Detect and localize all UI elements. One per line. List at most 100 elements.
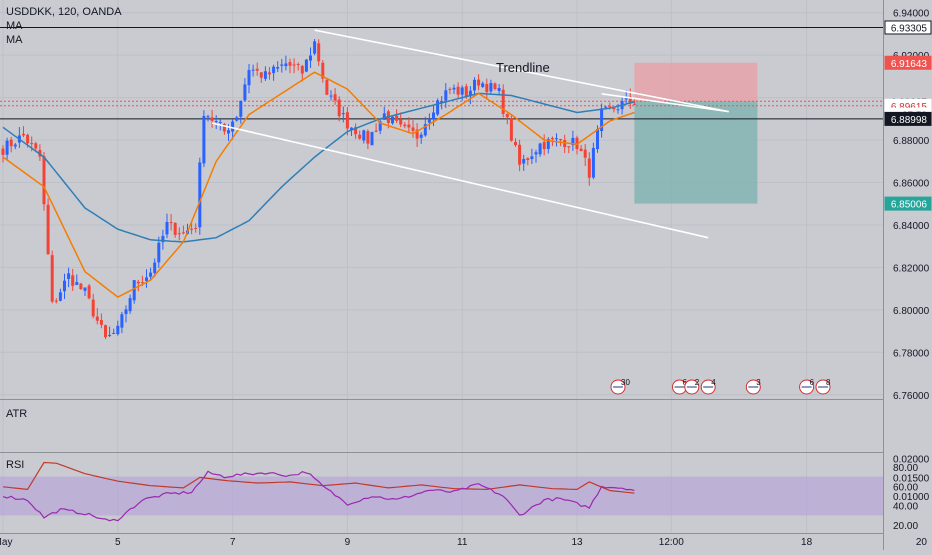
candle — [632, 98, 636, 106]
candle — [419, 132, 423, 144]
time-axis[interactable]: May 5 7 9 11 13 12:00 18 20 — [0, 537, 927, 548]
lower-trendline[interactable] — [211, 122, 709, 239]
price-tick-label: 6.78000 — [893, 348, 930, 359]
event-flag-icon[interactable]: 4 — [700, 378, 716, 395]
candle-body — [628, 96, 632, 104]
indicator-ma-1[interactable]: MA — [6, 20, 23, 32]
event-count: 4 — [711, 378, 716, 387]
candle — [75, 274, 79, 286]
candle-body — [587, 158, 591, 178]
candle-body — [596, 129, 599, 150]
candle — [17, 127, 21, 148]
candle — [149, 267, 153, 280]
candle-body — [300, 65, 304, 74]
candle-body — [5, 140, 9, 155]
indicator-ma-2[interactable]: MA — [6, 34, 23, 46]
candle — [91, 293, 95, 319]
candle-body — [452, 87, 456, 90]
trendlines[interactable] — [211, 29, 729, 239]
candle-body — [518, 144, 522, 165]
candle — [222, 122, 226, 135]
price-label-text: 6.88998 — [891, 115, 928, 126]
atr-label[interactable]: ATR — [6, 408, 28, 420]
ma-fast-line — [2, 71, 635, 298]
candle-body — [366, 131, 370, 144]
candle-body — [50, 255, 54, 302]
candle — [321, 60, 325, 83]
candle — [546, 137, 550, 154]
atr-tick-label: 0.01500 — [893, 473, 930, 484]
event-flag-icon[interactable]: 6 — [799, 378, 815, 395]
candle-body — [198, 162, 202, 228]
candle — [58, 288, 62, 302]
candle — [452, 84, 456, 95]
candle-body — [206, 116, 210, 118]
candle — [538, 142, 542, 157]
candle-body — [403, 124, 407, 127]
candle-body — [415, 129, 419, 139]
candle-body — [42, 156, 46, 205]
symbol-title[interactable]: USDDKK, 120, OANDA — [6, 6, 122, 18]
candle — [124, 305, 128, 323]
right-trendline[interactable] — [601, 93, 729, 113]
time-tick-label: 12:00 — [659, 537, 684, 548]
candle-body — [325, 79, 329, 95]
candle — [317, 39, 321, 67]
candle — [251, 64, 255, 77]
candle — [153, 258, 157, 278]
candle-body — [79, 283, 83, 290]
candle — [526, 157, 530, 166]
price-label-tag[interactable]: 6.91643 — [884, 55, 932, 70]
price-axis-background — [883, 0, 932, 550]
atr-tick-label: 0.01000 — [893, 492, 930, 503]
candle-body — [448, 88, 452, 90]
candle-body — [13, 144, 17, 147]
time-tick-label: 5 — [115, 537, 121, 548]
candle-body — [530, 156, 534, 160]
candle — [95, 308, 99, 325]
price-label-text: 6.91643 — [891, 59, 928, 70]
candle — [132, 280, 136, 304]
candle-body — [194, 227, 198, 229]
candle-body — [71, 275, 75, 286]
candle-body — [190, 228, 194, 230]
candle-body — [407, 124, 411, 128]
event-flag-icon[interactable]: 30 — [610, 378, 630, 395]
candle — [214, 115, 218, 129]
upper-trendline[interactable] — [314, 29, 729, 113]
candle-body — [337, 99, 341, 117]
candle-body — [157, 242, 161, 263]
candle-body — [280, 64, 284, 66]
candle — [313, 38, 317, 56]
event-count: 30 — [621, 378, 630, 387]
economic-events[interactable]: 30 6 2 4 3 6 8 — [610, 378, 831, 395]
candle — [190, 221, 194, 235]
candle — [288, 58, 292, 74]
candle-body — [354, 127, 358, 135]
candle — [259, 72, 263, 83]
candle-body — [116, 325, 120, 335]
candle — [276, 61, 280, 73]
candle-body — [419, 134, 423, 138]
candle — [108, 326, 112, 338]
price-axis[interactable]: 6.940006.920006.900006.880006.860006.840… — [883, 0, 932, 550]
time-tick-label: 7 — [230, 537, 236, 548]
price-label-box — [884, 20, 932, 35]
candle — [563, 134, 567, 153]
rsi-label[interactable]: RSI — [6, 459, 25, 471]
candle-body — [251, 69, 255, 71]
event-flag-icon[interactable]: 2 — [684, 378, 700, 395]
candle — [169, 213, 173, 231]
price-label-tag[interactable]: 6.93305 — [884, 20, 932, 35]
candle-body — [489, 83, 493, 92]
candle-body — [399, 119, 403, 125]
event-flag-icon[interactable]: 3 — [745, 378, 761, 395]
candle-body — [436, 100, 440, 115]
candle — [104, 324, 107, 340]
candle — [542, 134, 546, 156]
event-flag-icon[interactable]: 8 — [815, 378, 831, 395]
candle — [50, 250, 54, 304]
price-label-tag[interactable]: 6.88998 — [884, 111, 932, 126]
price-label-tag[interactable]: 6.85006 — [884, 196, 932, 211]
